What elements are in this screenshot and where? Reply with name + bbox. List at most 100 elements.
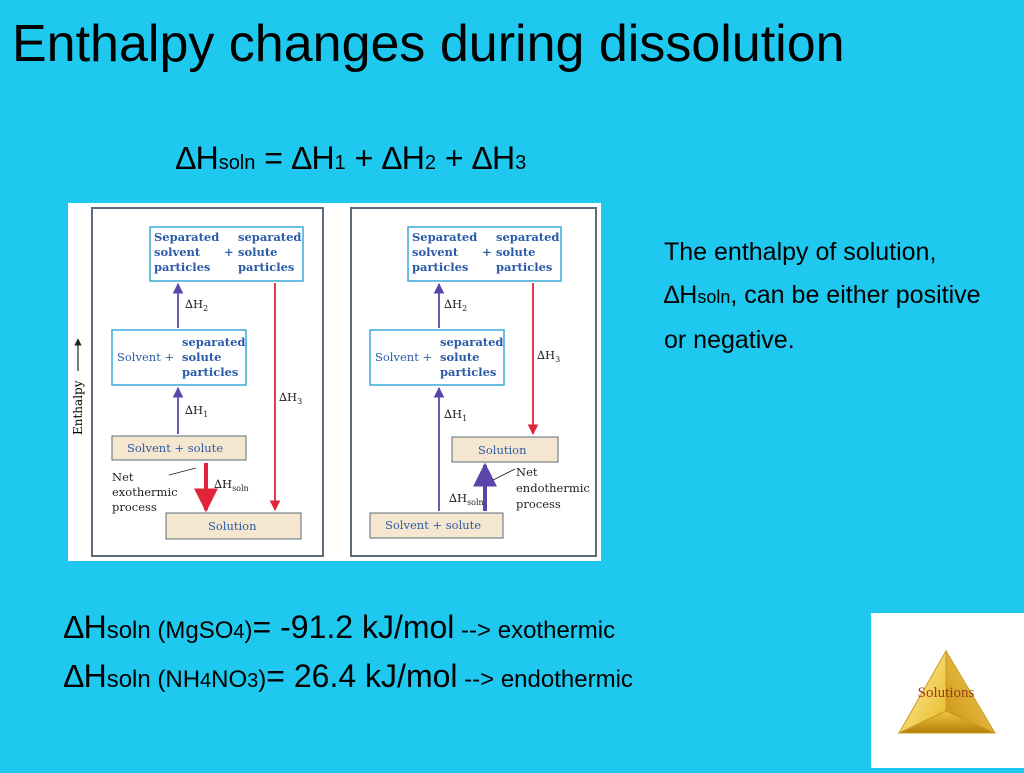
compound-subscript: 4 (200, 670, 212, 692)
top-box-text: solvent (412, 245, 459, 259)
subscript-2: 2 (424, 152, 436, 174)
compound: ) (244, 617, 253, 644)
process-label: process (112, 500, 157, 514)
right-solvent-solute-box (369, 512, 504, 539)
compound: NO (211, 666, 248, 693)
equals: = (255, 140, 292, 176)
h-symbol: H (679, 281, 698, 309)
h-symbol: H (401, 140, 425, 176)
enthalpy-description: The enthalpy of solution, ∆Hsoln, can be… (664, 231, 994, 362)
process-label: process (516, 497, 561, 511)
solution-label: Solution (478, 443, 527, 457)
top-box-text: solvent (154, 245, 201, 259)
mid-box-text: separated (182, 335, 245, 349)
h-symbol: H (83, 658, 107, 694)
enthalpy-equation: ∆Hsoln = ∆H1 + ∆H2 + ∆H3 (176, 136, 526, 185)
delta-symbol: ∆ (176, 140, 196, 176)
description-text: , can be either positive or negative. (664, 281, 981, 354)
mid-box-text: particles (440, 365, 496, 379)
dh2-label: ∆H2 (185, 297, 208, 313)
compound: ) (258, 666, 267, 693)
top-box-text: Separated (154, 230, 219, 244)
top-box-text: particles (412, 260, 468, 274)
pyramid-logo-icon: Solutions (897, 649, 997, 735)
net-endothermic-pointer (492, 468, 516, 481)
top-box-text: solute (496, 245, 536, 259)
top-box-text: particles (238, 260, 294, 274)
exothermic-label: exothermic (112, 485, 178, 499)
solutions-logo: Solutions (871, 613, 1024, 768)
dh1-label: ∆H1 (444, 407, 467, 423)
h-symbol: H (83, 609, 107, 645)
top-box-text: Separated (412, 230, 477, 244)
left-solution-box (165, 512, 302, 540)
delta-symbol: ∆ (64, 609, 84, 645)
enthalpy-axis-label: Enthalpy (71, 380, 85, 435)
h-symbol: H (311, 140, 335, 176)
dh2-label: ∆H2 (444, 297, 467, 313)
net-label: Net (112, 470, 134, 484)
logo-label: Solutions (918, 685, 975, 701)
mid-box-text: particles (182, 365, 238, 379)
solvent-solute-label: Solvent + solute (385, 518, 481, 532)
solution-label: Solution (208, 519, 257, 533)
result-nh4no3: ∆Hsoln (NH4NO3)= 26.4 kJ/mol --> endothe… (64, 654, 633, 703)
endothermic-label: endothermic (516, 481, 590, 495)
mid-box-text: solute (440, 350, 480, 364)
net-label: Net (516, 465, 538, 479)
left-mid-box (111, 329, 247, 386)
delta-symbol: ∆ (664, 281, 680, 309)
top-box-text: separated (238, 230, 301, 244)
top-box-text: particles (496, 260, 552, 274)
right-mid-box (369, 329, 505, 386)
enthalpy-diagram: Enthalpy Separated solvent particles + s… (71, 207, 597, 557)
compound-subscript: 3 (247, 670, 259, 692)
top-box-plus: + (224, 245, 234, 259)
delta-symbol: ∆ (64, 658, 84, 694)
h-symbol: H (492, 140, 516, 176)
result-mgso4: ∆Hsoln (MgSO4)= -91.2 kJ/mol --> exother… (64, 605, 633, 654)
left-solvent-solute-box (111, 435, 247, 461)
left-top-box (149, 226, 304, 282)
dh1-label: ∆H1 (185, 403, 208, 419)
mid-box-text: solute (182, 350, 222, 364)
slide-title: Enthalpy changes during dissolution (12, 15, 845, 73)
soln-subscript: soln (106, 666, 151, 693)
plus: + (345, 140, 383, 176)
mid-box-text: Solvent + (117, 350, 174, 364)
mid-box-text: separated (440, 335, 503, 349)
delta-symbol: ∆ (472, 140, 492, 176)
delta-symbol: ∆ (382, 140, 402, 176)
dh3-label: ∆H3 (537, 348, 560, 364)
mid-box-text: Solvent + (375, 350, 432, 364)
right-solution-box (451, 436, 559, 463)
enthalpy-diagram-figure: Enthalpy Separated solvent particles + s… (68, 203, 601, 561)
compound: (NH (150, 666, 201, 693)
subscript-3: 3 (515, 152, 527, 174)
description-text: The enthalpy of solution, (664, 238, 937, 266)
top-box-text: solute (238, 245, 278, 259)
right-top-box (407, 226, 562, 282)
compound: (MgSO (150, 617, 234, 644)
soln-subscript: soln (697, 287, 731, 307)
dhsoln-label: ∆Hsoln (214, 477, 249, 493)
results-list: ∆Hsoln (MgSO4)= -91.2 kJ/mol --> exother… (64, 605, 633, 703)
soln-subscript: soln (218, 152, 256, 174)
result-value: = -91.2 kJ/mol (252, 609, 455, 645)
dh3-label: ∆H3 (279, 390, 302, 406)
compound-subscript: 4 (233, 621, 245, 643)
result-type: --> endothermic (457, 666, 633, 693)
top-box-text: separated (496, 230, 559, 244)
solvent-solute-label: Solvent + solute (127, 441, 223, 455)
soln-subscript: soln (106, 617, 151, 644)
net-exothermic-pointer (168, 467, 197, 476)
delta-symbol: ∆ (291, 140, 312, 176)
top-box-plus: + (482, 245, 492, 259)
result-type: --> exothermic (454, 617, 616, 644)
dhsoln-label: ∆Hsoln (449, 491, 484, 507)
plus: + (435, 140, 473, 176)
subscript-1: 1 (334, 152, 346, 174)
h-symbol: H (195, 140, 219, 176)
top-box-text: particles (154, 260, 210, 274)
result-value: = 26.4 kJ/mol (266, 658, 458, 694)
